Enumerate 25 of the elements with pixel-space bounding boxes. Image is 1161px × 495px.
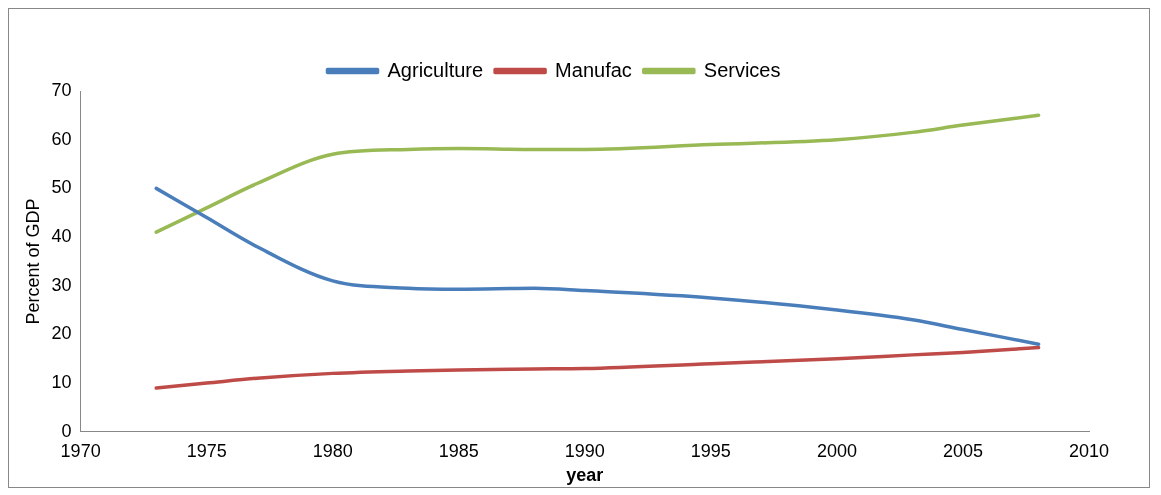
x-axis-title: year — [566, 465, 604, 486]
line-series — [154, 186, 1041, 346]
x-tick-label: 2010 — [1068, 440, 1110, 461]
line-series — [154, 345, 1041, 390]
y-tick-label: 20 — [51, 323, 72, 344]
y-tick-label: 10 — [51, 372, 72, 393]
x-tick-label: 1995 — [690, 440, 731, 461]
x-tick-label: 2005 — [942, 440, 983, 461]
y-tick-label: 60 — [51, 128, 72, 149]
line-series — [154, 113, 1041, 234]
legend-label: Manufac — [555, 58, 632, 81]
x-tick-label: 1985 — [438, 440, 479, 461]
y-tick-label: 40 — [51, 226, 72, 247]
x-tick-label: 2000 — [816, 440, 857, 461]
y-tick-label: 50 — [51, 177, 72, 198]
legend-label: Services — [703, 58, 781, 81]
y-tick-label: 0 — [61, 420, 72, 441]
legend-label: Agriculture — [387, 58, 484, 81]
y-tick-label: 30 — [51, 274, 72, 295]
x-tick-label: 1975 — [186, 440, 227, 461]
y-tick-label: 70 — [51, 79, 72, 100]
x-tick-label: 1990 — [564, 440, 605, 461]
y-axis-title: Percent of GDP — [22, 198, 43, 325]
x-tick-label: 1970 — [60, 440, 101, 461]
x-tick-label: 1980 — [312, 440, 353, 461]
